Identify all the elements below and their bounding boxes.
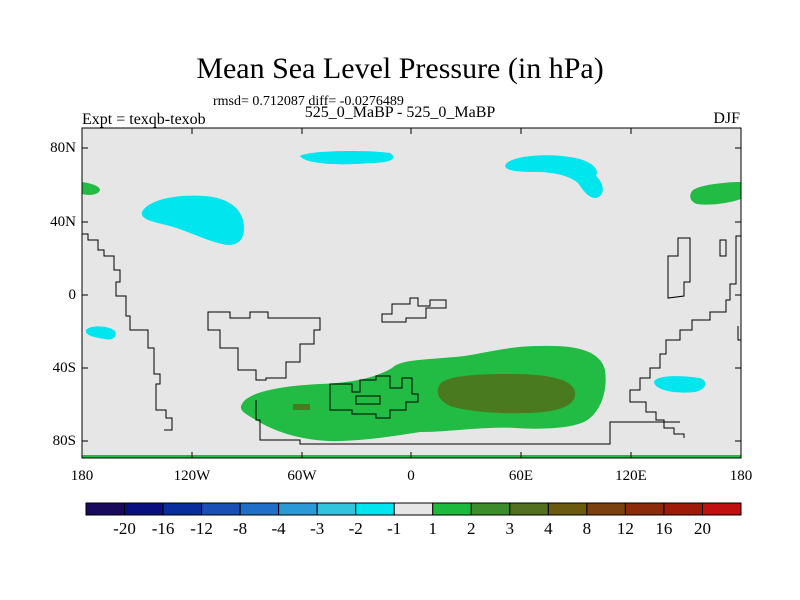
colorbar-label: 2	[467, 519, 476, 538]
right-subtitle: DJF	[713, 110, 740, 127]
y-tick-label: 80S	[52, 433, 76, 449]
left-subtitle: Expt = texqb-texob	[82, 111, 206, 128]
colorbar-label: 1	[428, 519, 438, 538]
colorbar-label: -8	[233, 519, 248, 538]
x-tick-label: 0	[407, 468, 415, 484]
stats-line: rmsd= 0.712087 diff= -0.0276489	[213, 94, 404, 109]
colorbar-box	[624, 502, 665, 516]
y-ticks	[82, 147, 741, 442]
colorbar-box	[663, 502, 703, 516]
y-tick-label: 40S	[52, 360, 76, 376]
colorbar-label: -1	[387, 519, 402, 538]
colorbar-box	[470, 502, 511, 516]
coastlines	[82, 233, 741, 445]
dark-green-core	[437, 374, 576, 414]
x-tick-label: 120W	[173, 468, 211, 484]
x-ticks	[81, 128, 742, 458]
green-region-southern-ocean	[240, 345, 606, 442]
colorbar-label: -16	[151, 519, 175, 538]
coast-australia	[329, 375, 419, 419]
colorbar-label: 4	[544, 519, 553, 538]
colorbar-box	[316, 502, 357, 516]
green-region-east-edge	[690, 182, 741, 205]
colorbar-label: -4	[271, 519, 286, 538]
cyan-region-se-pacific	[85, 326, 116, 340]
colorbar-label: -2	[348, 519, 363, 538]
colorbar-box	[547, 502, 588, 516]
colorbar-label: 8	[582, 519, 592, 538]
coast-east-2	[629, 235, 741, 438]
colorbar-box	[239, 502, 280, 516]
y-tick-label: 40N	[50, 214, 76, 230]
chart-title: Mean Sea Level Pressure (in hPa)	[196, 52, 604, 85]
colorbar-box	[432, 502, 472, 516]
colorbar-box	[162, 502, 203, 516]
coast-maritime	[381, 297, 447, 323]
coast-east-4	[737, 326, 741, 341]
colorbar-label: -20	[113, 519, 136, 538]
colorbar-label: 20	[694, 519, 711, 538]
colorbar-box	[278, 502, 318, 516]
coast-australia-inner	[355, 395, 381, 405]
coast-africa	[207, 311, 321, 381]
dark-green-spot	[293, 404, 310, 410]
colorbar-box	[586, 502, 626, 516]
colorbar-box	[355, 502, 395, 516]
colorbar-label: 12	[616, 519, 634, 538]
colorbar-box	[393, 502, 434, 516]
x-tick-label: 60W	[287, 468, 317, 484]
y-tick-label: 0	[68, 287, 77, 303]
colorbar-box	[701, 502, 742, 516]
coast-south-america	[82, 233, 173, 431]
coast-east	[667, 237, 691, 299]
colorbar-box	[509, 502, 549, 516]
colorbar-label: -3	[310, 519, 325, 538]
cyan-region-n-pacific	[141, 195, 244, 245]
coast-antarctica	[255, 400, 680, 445]
green-region-west-edge	[82, 182, 100, 195]
colorbar-label: 3	[505, 519, 515, 538]
coast-east-3	[719, 239, 727, 257]
center-subtitle: 525_0_MaBP - 525_0_MaBP	[304, 104, 496, 121]
x-tick-label: 180	[70, 468, 94, 484]
y-tick-label: 80N	[50, 140, 76, 156]
x-tick-label: 180	[729, 468, 753, 484]
colorbar-label: 16	[655, 519, 673, 538]
cyan-region-arctic-east	[505, 155, 603, 198]
colorbar-box	[124, 502, 164, 516]
colorbar-label: -12	[190, 519, 213, 538]
colorbar	[85, 502, 742, 516]
negative-anomaly-regions	[85, 151, 706, 393]
colorbar-box	[85, 502, 126, 516]
x-tick-label: 120E	[615, 468, 647, 484]
x-tick-label: 60E	[508, 468, 534, 484]
colorbar-box	[201, 502, 241, 516]
cyan-region-arctic-west	[300, 151, 394, 165]
cyan-region-s-indian	[654, 376, 706, 393]
